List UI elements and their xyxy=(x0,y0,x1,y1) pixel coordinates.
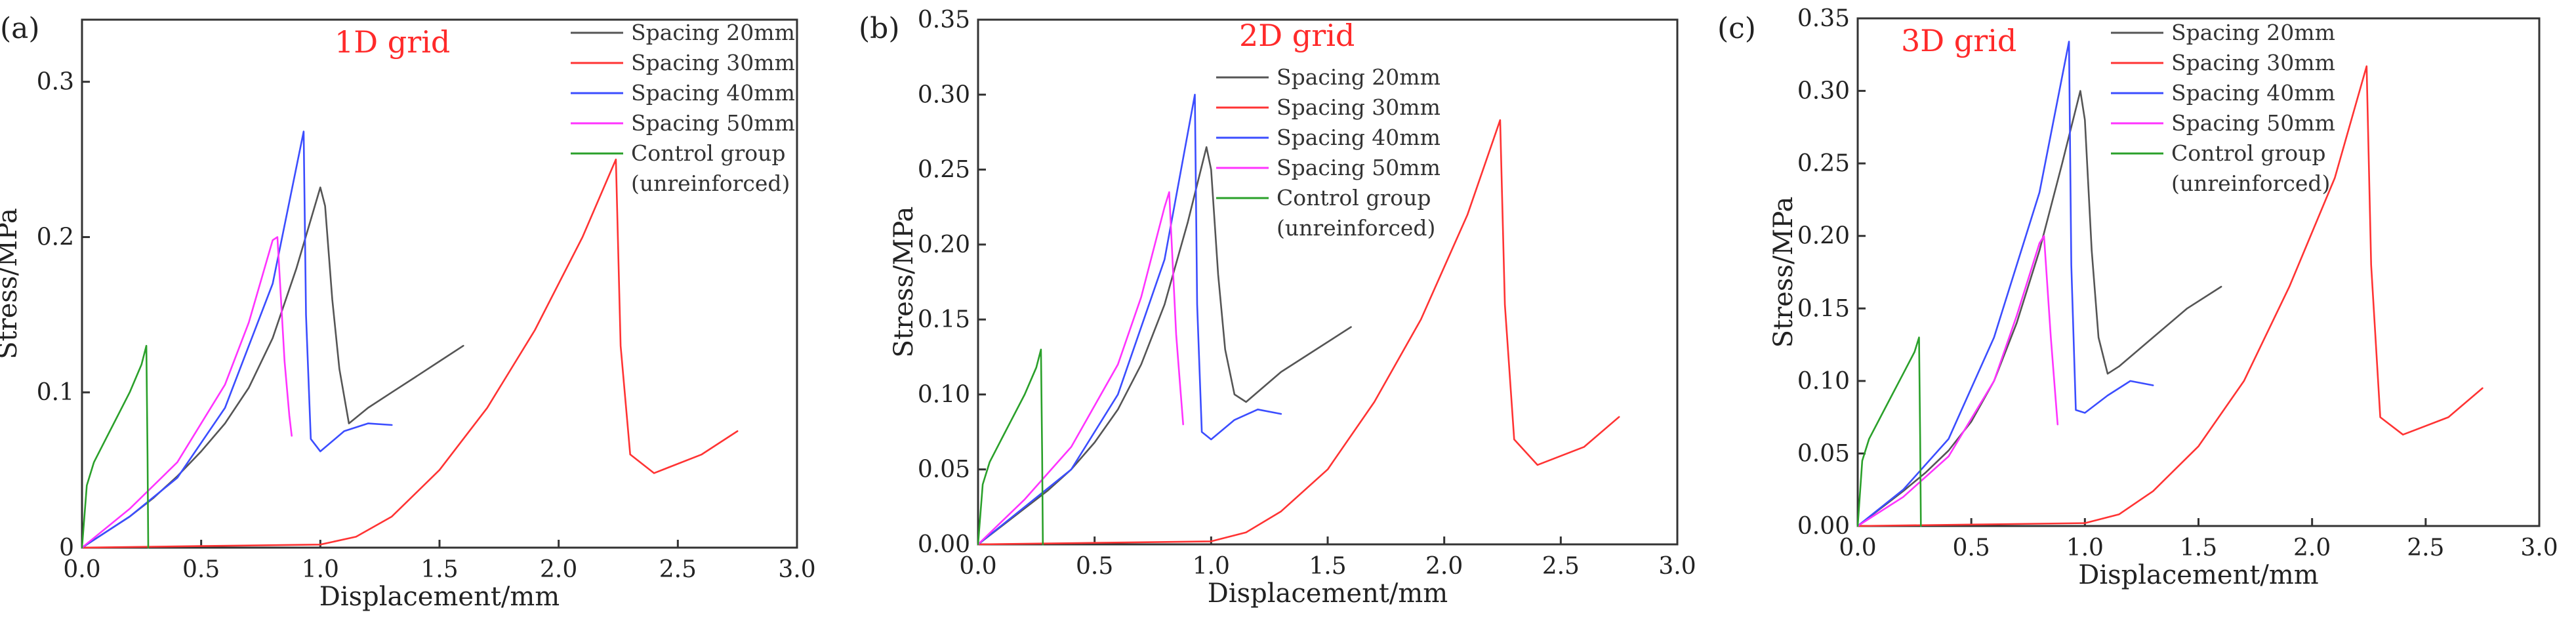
legend-label: Spacing 20mm xyxy=(2171,20,2335,45)
legend-label: (unreinforced) xyxy=(631,171,790,196)
y-tick-label: 0.2 xyxy=(37,224,74,251)
legend: Spacing 20mm Spacing 30mm Spacing 40mm Spac… xyxy=(571,20,795,196)
x-tick-label: 0.5 xyxy=(1953,535,1990,561)
legend-label: Control group xyxy=(631,140,785,166)
series-line-spacing-20mm xyxy=(977,146,1352,546)
y-tick-label: 0.25 xyxy=(1797,150,1850,177)
legend-label: Spacing 20mm xyxy=(631,20,795,45)
x-tick-label: 2.0 xyxy=(2293,535,2331,561)
chart-panel-b: (b) 2D grid 0.0 0.5 1.0 1.5 2.0 2.5 3.0 0.00 0.05 0… xyxy=(859,0,1717,627)
y-tick-label: 0.3 xyxy=(37,69,74,96)
legend-label: Spacing 50mm xyxy=(2171,110,2335,136)
x-axis-label: Displacement/mm xyxy=(1208,578,1448,609)
chart-title: 1D grid xyxy=(335,24,450,60)
legend-label: Spacing 30mm xyxy=(2171,50,2335,75)
series-line-spacing-50mm xyxy=(1856,235,2059,527)
legend-label: Spacing 50mm xyxy=(1277,155,1441,180)
y-tick-label: 0.10 xyxy=(1797,368,1850,395)
series-line-spacing-50mm xyxy=(977,191,1185,546)
series-line-spacing-30mm xyxy=(81,158,739,549)
y-tick-label: 0.20 xyxy=(1797,223,1850,250)
series-line-control-group-unreinforced xyxy=(977,348,1044,546)
x-tick-label: 1.0 xyxy=(2066,535,2104,561)
series-line-spacing-50mm xyxy=(81,236,293,549)
chart-3d-grid: (c) 3D grid 0.0 0.5 1.0 1.5 2.0 2.5 3.0 0.00 0.05 0… xyxy=(1717,5,2558,590)
y-tick-label: 0.05 xyxy=(1797,440,1850,467)
x-tick-label: 3.0 xyxy=(778,556,815,583)
y-tick-label: 0.00 xyxy=(918,531,970,558)
series-line-spacing-40mm xyxy=(1856,41,2154,527)
x-tick-label: 1.0 xyxy=(302,556,339,583)
chart-title: 2D grid xyxy=(1239,18,1355,53)
x-tick-label: 1.5 xyxy=(1309,553,1346,580)
x-tick-label: 1.0 xyxy=(1193,553,1230,580)
y-tick-label: 0.20 xyxy=(918,232,970,258)
y-tick-label: 0.00 xyxy=(1797,513,1850,540)
y-tick-label: 0.25 xyxy=(918,157,970,184)
y-axis-label: Stress/MPa xyxy=(0,208,23,359)
x-tick-label: 0.0 xyxy=(959,553,996,580)
x-tick-label: 0.5 xyxy=(1076,553,1113,580)
panel-label: (b) xyxy=(859,12,900,45)
y-tick-label: 0.15 xyxy=(918,306,970,333)
y-axis-label: Stress/MPa xyxy=(1768,197,1799,348)
legend-label: Control group xyxy=(1277,185,1431,211)
x-tick-label: 0.0 xyxy=(63,556,100,583)
y-tick-label: 0.30 xyxy=(918,81,970,108)
x-tick-label: 1.5 xyxy=(420,556,458,583)
legend-label: Spacing 30mm xyxy=(1277,94,1441,120)
y-tick-label: 0.15 xyxy=(1797,295,1850,322)
series-line-control-group-unreinforced xyxy=(1856,336,1922,527)
x-tick-label: 1.5 xyxy=(2180,535,2217,561)
legend: Spacing 20mm Spacing 30mm Spacing 40mm Spac… xyxy=(2111,20,2335,196)
series-line-spacing-30mm xyxy=(1856,65,2484,527)
x-tick-label: 2.5 xyxy=(1542,553,1580,580)
series-line-control-group-unreinforced xyxy=(81,344,150,549)
series-line-spacing-20mm xyxy=(1856,90,2222,527)
legend-label: Spacing 30mm xyxy=(631,50,795,75)
legend-label: (unreinforced) xyxy=(1277,215,1435,241)
x-tick-label: 2.5 xyxy=(659,556,697,583)
x-axis-label: Displacement/mm xyxy=(319,582,560,612)
y-tick-label: 0.35 xyxy=(1797,5,1850,32)
y-tick-label: 0 xyxy=(59,535,74,561)
chart-panel-a: (a) 1D grid 0.0 0.5 1.0 1.5 2.0 2.5 3.0 0 0.1 0.2 0.… xyxy=(0,0,859,627)
legend-label: Spacing 50mm xyxy=(631,110,795,136)
legend-label: Spacing 20mm xyxy=(1277,64,1441,90)
legend-label: Spacing 40mm xyxy=(1277,125,1441,150)
series-line-spacing-40mm xyxy=(977,94,1282,546)
panel-label: (c) xyxy=(1717,12,1756,45)
chart-1d-grid: (a) 1D grid 0.0 0.5 1.0 1.5 2.0 2.5 3.0 0 0.1 0.2 0.… xyxy=(0,12,816,612)
y-tick-label: 0.05 xyxy=(918,456,970,483)
legend-label: Control group xyxy=(2171,140,2325,166)
legend: Spacing 20mm Spacing 30mm Spacing 40mm Spac… xyxy=(1216,64,1441,241)
panel-label: (a) xyxy=(0,12,40,45)
y-tick-label: 0.1 xyxy=(37,379,74,406)
x-tick-label: 2.5 xyxy=(2407,535,2444,561)
y-tick-label: 0.35 xyxy=(918,7,970,33)
y-axis-label: Stress/MPa xyxy=(889,207,919,358)
x-tick-label: 3.0 xyxy=(2520,535,2558,561)
chart-title: 3D grid xyxy=(1901,23,2016,58)
x-tick-label: 2.0 xyxy=(1425,553,1463,580)
y-tick-label: 0.10 xyxy=(918,381,970,408)
y-tick-label: 0.30 xyxy=(1797,78,1850,105)
legend-label: Spacing 40mm xyxy=(631,80,795,106)
x-tick-label: 0.5 xyxy=(182,556,220,583)
x-tick-label: 2.0 xyxy=(540,556,577,583)
x-tick-label: 0.0 xyxy=(1839,535,1876,561)
legend-label: Spacing 40mm xyxy=(2171,80,2335,106)
legend-label: (unreinforced) xyxy=(2171,171,2330,196)
chart-panel-c: (c) 3D grid 0.0 0.5 1.0 1.5 2.0 2.5 3.0 0.00 0.05 0… xyxy=(1717,0,2576,627)
chart-2d-grid: (b) 2D grid 0.0 0.5 1.0 1.5 2.0 2.5 3.0 0.00 0.05 0… xyxy=(859,7,1696,609)
series-line-spacing-40mm xyxy=(81,131,393,549)
series-line-spacing-30mm xyxy=(977,119,1620,546)
x-axis-label: Displacement/mm xyxy=(2078,560,2318,590)
x-tick-label: 3.0 xyxy=(1658,553,1696,580)
